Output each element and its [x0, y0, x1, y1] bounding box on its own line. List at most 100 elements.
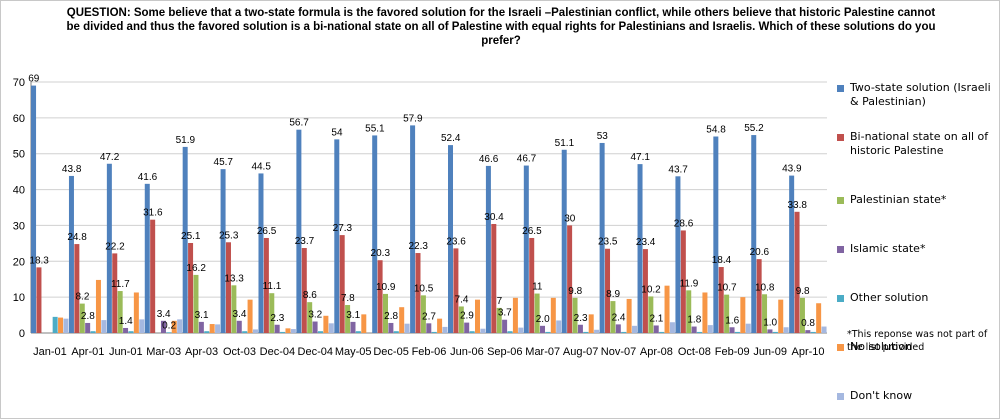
data-label: 2.1 — [649, 313, 663, 324]
legend: Two-state solution (Israeli & Palestinia… — [837, 81, 997, 403]
data-label: 30 — [564, 213, 576, 224]
legend-label: No solution — [850, 340, 913, 353]
data-label: 51.9 — [176, 135, 196, 146]
data-label: 9.8 — [796, 286, 810, 297]
data-label: 8.2 — [76, 292, 90, 303]
bar-series-1-19 — [756, 259, 762, 333]
y-tick-label: 0 — [19, 328, 25, 340]
legend-swatch — [837, 295, 844, 302]
data-label: 1.4 — [119, 316, 133, 327]
bars — [31, 85, 827, 333]
x-tick-label: Oct-08 — [678, 346, 711, 358]
bar-series-1-11 — [453, 248, 459, 333]
data-label: 2.9 — [460, 311, 474, 322]
bar-series-4-14 — [583, 331, 589, 333]
bar-series-5-6 — [285, 328, 291, 333]
x-tick-label: Apr-03 — [185, 346, 218, 358]
bar-series-5-7 — [323, 315, 329, 333]
bar-series-6-5 — [252, 329, 258, 333]
bar-series-3-16 — [653, 325, 659, 333]
data-label: 13.3 — [224, 273, 244, 284]
data-label: 25.1 — [181, 231, 201, 242]
x-tick-label: Mar-03 — [146, 346, 181, 358]
bar-series-5-13 — [550, 297, 556, 333]
data-label: 22.2 — [105, 241, 125, 252]
bar-series-6-7 — [328, 323, 334, 333]
data-label: 25.3 — [219, 230, 239, 241]
data-label: 11.9 — [680, 278, 699, 289]
bar-series-1-13 — [529, 237, 535, 333]
bar-series-3-2 — [123, 327, 129, 333]
data-label: 2.7 — [422, 311, 436, 322]
bar-series-0-8 — [334, 139, 340, 333]
bar-series-5-8 — [361, 314, 367, 333]
data-label: 30.4 — [484, 212, 504, 223]
bar-series-0-19 — [751, 135, 757, 333]
bar-series-3-5 — [236, 320, 242, 333]
data-label: 11.7 — [111, 279, 130, 290]
data-label: 47.1 — [630, 152, 650, 163]
bar-series-5-9 — [399, 307, 405, 333]
bar-series-6-12 — [518, 327, 524, 333]
bar-series-2-9 — [382, 293, 388, 333]
data-label: 3.1 — [195, 310, 209, 321]
bar-series-0-13 — [523, 165, 529, 333]
data-label: 2.8 — [384, 311, 398, 322]
legend-swatch — [837, 246, 844, 253]
bar-series-4-20 — [810, 331, 816, 333]
legend-swatch — [837, 197, 844, 204]
bar-series-2-15 — [610, 301, 616, 333]
bar-series-4-8 — [355, 331, 361, 333]
bar-series-0-14 — [561, 149, 567, 333]
legend-swatch — [837, 85, 844, 92]
data-label: 53 — [597, 131, 609, 142]
data-label: 1.0 — [763, 317, 777, 328]
data-label: 11.1 — [263, 281, 282, 292]
data-label: 56.7 — [289, 118, 309, 129]
bar-series-5-20 — [816, 303, 822, 333]
data-label: 22.3 — [408, 241, 428, 252]
data-label: 10.9 — [376, 282, 396, 293]
bar-series-1-20 — [794, 211, 800, 333]
legend-swatch — [837, 344, 844, 351]
bar-series-1-18 — [718, 267, 724, 333]
data-label: 55.1 — [365, 123, 385, 134]
data-label: 3.1 — [346, 310, 360, 321]
bar-series-6-17 — [707, 325, 713, 333]
legend-label: Islamic state* — [850, 242, 926, 255]
bar-series-4-10 — [431, 331, 437, 333]
bar-series-2-4 — [193, 274, 199, 333]
data-label: 3.2 — [308, 310, 322, 321]
x-tick-label: Dec-04 — [260, 346, 295, 358]
y-tick-label: 60 — [13, 113, 25, 125]
legend-item: Islamic state* — [837, 242, 997, 256]
data-label: 43.8 — [62, 164, 82, 175]
bar-series-1-5 — [225, 242, 231, 333]
data-label: 2.0 — [536, 314, 550, 325]
data-label: 20.6 — [750, 247, 770, 258]
bar-series-1-15 — [605, 248, 611, 333]
bar-series-2-8 — [345, 305, 351, 333]
legend-item: Other solution — [837, 291, 997, 305]
bar-series-3-1 — [85, 322, 91, 333]
x-tick-label: Apr-10 — [792, 346, 825, 358]
bar-series-0-20 — [789, 175, 795, 333]
y-tick-label: 50 — [13, 149, 25, 161]
bar-series-0-6 — [258, 173, 264, 333]
bar-series-2-7 — [307, 302, 313, 333]
legend-item: Bi-national state on all of historic Pal… — [837, 130, 997, 158]
data-label: 9.8 — [568, 286, 582, 297]
data-label: 26.5 — [522, 226, 542, 237]
bar-series-0-5 — [220, 169, 226, 333]
data-label: 23.7 — [295, 236, 315, 247]
bar-series-2-14 — [572, 297, 578, 333]
bar-series-1-10 — [415, 253, 421, 333]
y-tick-label: 40 — [13, 185, 25, 197]
data-label: 2.3 — [574, 313, 588, 324]
bar-series-4-3 — [166, 332, 172, 333]
data-label: 43.7 — [668, 164, 688, 175]
bar-series-0-9 — [372, 135, 378, 333]
data-label: 52.4 — [441, 133, 461, 144]
data-label: 7.8 — [341, 293, 355, 304]
bar-series-1-2 — [112, 253, 118, 333]
